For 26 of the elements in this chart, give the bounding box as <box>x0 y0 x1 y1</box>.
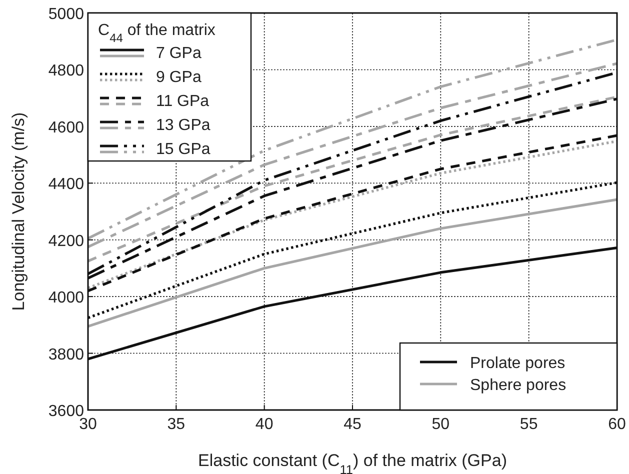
y-axis-title: Longitudinal Velocity (m/s) <box>9 112 28 311</box>
y-tick-label: 4000 <box>48 290 84 307</box>
x-tick-label: 40 <box>255 416 274 433</box>
annotation: Sphere pores <box>470 377 566 394</box>
y-tick-label: 4200 <box>48 232 84 250</box>
legend-label: 13 GPa <box>156 117 210 134</box>
line-series <box>86 62 618 248</box>
x-tick-label: 30 <box>79 416 97 433</box>
y-tick-label: 4600 <box>48 119 84 136</box>
x-tick-label: 35 <box>167 416 186 433</box>
x-tick-label: 60 <box>608 416 626 433</box>
legend-label: 11 GPa <box>156 93 210 110</box>
y-tick-label: 5000 <box>48 6 84 23</box>
line-series <box>86 198 618 328</box>
annotation: Prolate pores <box>470 355 566 372</box>
x-tick-label: 45 <box>344 416 362 433</box>
legend-label: 7 GPa <box>156 45 202 62</box>
legend-label: 9 GPa <box>156 69 202 86</box>
x-tick-label: 50 <box>432 416 450 433</box>
legend-label: 15 GPa <box>156 141 210 158</box>
x-tick-label: 55 <box>520 416 538 433</box>
y-tick-label: 3800 <box>48 346 84 364</box>
y-tick-label: 4800 <box>48 62 84 80</box>
legend-title: C$_{44}$ of the matrix <box>98 22 216 45</box>
x-axis-title: Elastic constant (C$_{11}$) of the matrix (GPa) <box>198 451 507 474</box>
y-tick-label: 4400 <box>48 176 84 194</box>
